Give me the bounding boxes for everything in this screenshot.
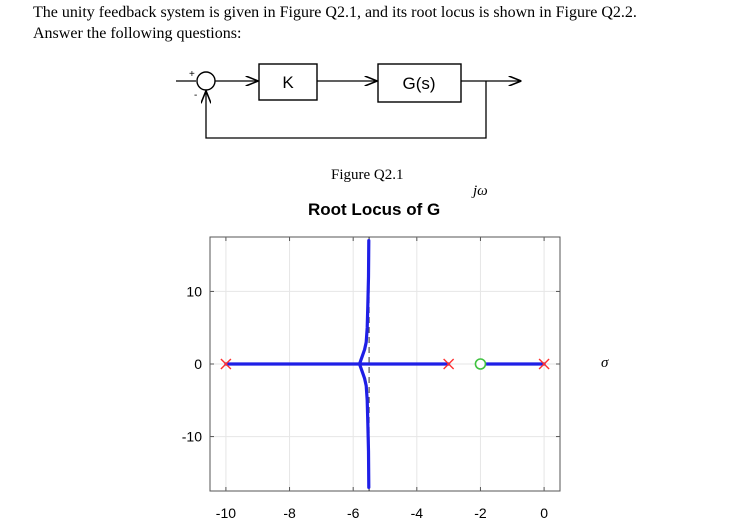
pole-marker (443, 358, 455, 370)
pole-marker (538, 358, 550, 370)
imaginary-axis-annotation: jω (473, 183, 488, 199)
plus-sign: + (189, 69, 195, 80)
minus-sign: - (194, 90, 197, 101)
gain-block-label: K (282, 73, 294, 92)
x-tick-label: -8 (283, 505, 296, 521)
pole-zero-markers (220, 358, 550, 370)
y-tick-label: 10 (186, 283, 202, 299)
locus-branches (224, 239, 546, 489)
plant-block-label: G(s) (402, 74, 435, 93)
gain-block (258, 63, 318, 101)
x-tick-label: -6 (347, 505, 360, 521)
x-tick-label: -10 (216, 505, 236, 521)
y-tick-label: 0 (194, 356, 202, 372)
plant-block (377, 63, 462, 103)
y-tick-label: -10 (182, 429, 202, 445)
block-diagram: K G(s) + - (176, 63, 520, 139)
feedback-path (206, 81, 487, 139)
question-text: The unity feedback system is given in Fi… (33, 2, 733, 44)
plot-title: Root Locus of G (308, 200, 441, 219)
real-axis-annotation: σ (601, 355, 609, 371)
figure-caption: Figure Q2.1 (331, 167, 404, 183)
zero-marker (474, 358, 487, 370)
pole-marker (220, 358, 232, 370)
question-line-2: Answer the following questions: (33, 25, 242, 42)
x-tick-label: 0 (540, 505, 548, 521)
x-tick-label: -4 (411, 505, 424, 521)
x-tick-label: -2 (474, 505, 487, 521)
root-locus-plot: -10 -8 -6 -4 -2 0 10 0 -10 (182, 236, 561, 521)
locus-branch (357, 239, 371, 366)
summing-junction (196, 71, 216, 91)
plot-ticks: -10 -8 -6 -4 -2 0 10 0 -10 (182, 237, 560, 521)
locus-branch (357, 362, 371, 489)
question-line-1: The unity feedback system is given in Fi… (33, 4, 637, 21)
